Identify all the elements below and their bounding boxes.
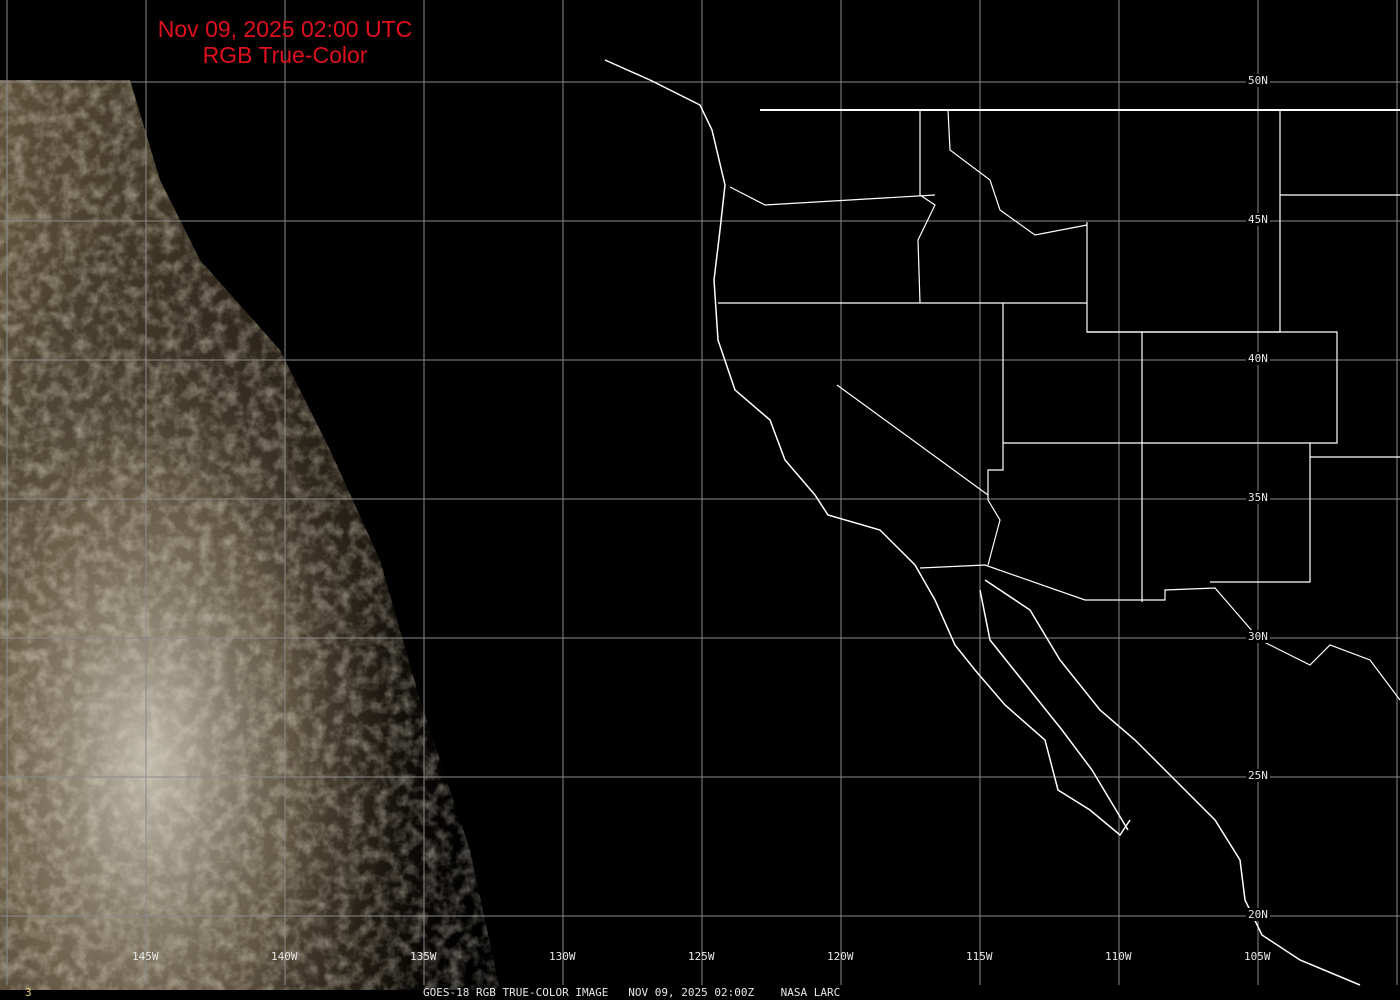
utah-colorado-borders: [1087, 331, 1143, 602]
longitude-label: 105W: [1244, 950, 1271, 963]
latitude-label: 50N: [1246, 74, 1270, 87]
mexico-border: [919, 564, 1400, 701]
latitude-label: 40N: [1246, 352, 1270, 365]
latitude-label: 20N: [1246, 908, 1270, 921]
latitude-label: 35N: [1246, 491, 1270, 504]
longitude-label: 130W: [549, 950, 576, 963]
political-boundaries: [604, 59, 1400, 986]
california-nevada-border: [836, 384, 989, 496]
gulf-coastline-baja: [979, 589, 1129, 831]
longitude-label: 125W: [688, 950, 715, 963]
new-mexico-border: [1210, 443, 1311, 583]
longitude-label: 145W: [132, 950, 159, 963]
latitude-label: 25N: [1246, 769, 1270, 782]
colorado-border: [1003, 331, 1338, 444]
washington-oregon-border: [729, 186, 936, 206]
mainland-mexico-coastline: [984, 579, 1361, 986]
cloud-imagery: [0, 80, 500, 990]
latitude-label: 45N: [1246, 213, 1270, 226]
latitude-label: 30N: [1246, 630, 1270, 643]
image-caption: GOES-18 RGB TRUE-COLOR IMAGE NOV 09, 202…: [423, 986, 841, 999]
nevada-east-border: [987, 303, 1004, 566]
longitude-label: 120W: [827, 950, 854, 963]
longitude-label: 135W: [410, 950, 437, 963]
idaho-west-border: [917, 110, 936, 304]
longitude-label: 115W: [966, 950, 993, 963]
pacific-coastline: [604, 59, 1131, 837]
longitude-label: 140W: [271, 950, 298, 963]
montana-idaho-border: [947, 109, 1088, 236]
title-product: RGB True-Color: [202, 42, 368, 68]
longitude-label: 110W: [1105, 950, 1132, 963]
frame-number: 3: [25, 986, 32, 999]
title-datetime: Nov 09, 2025 02:00 UTC: [157, 16, 413, 42]
